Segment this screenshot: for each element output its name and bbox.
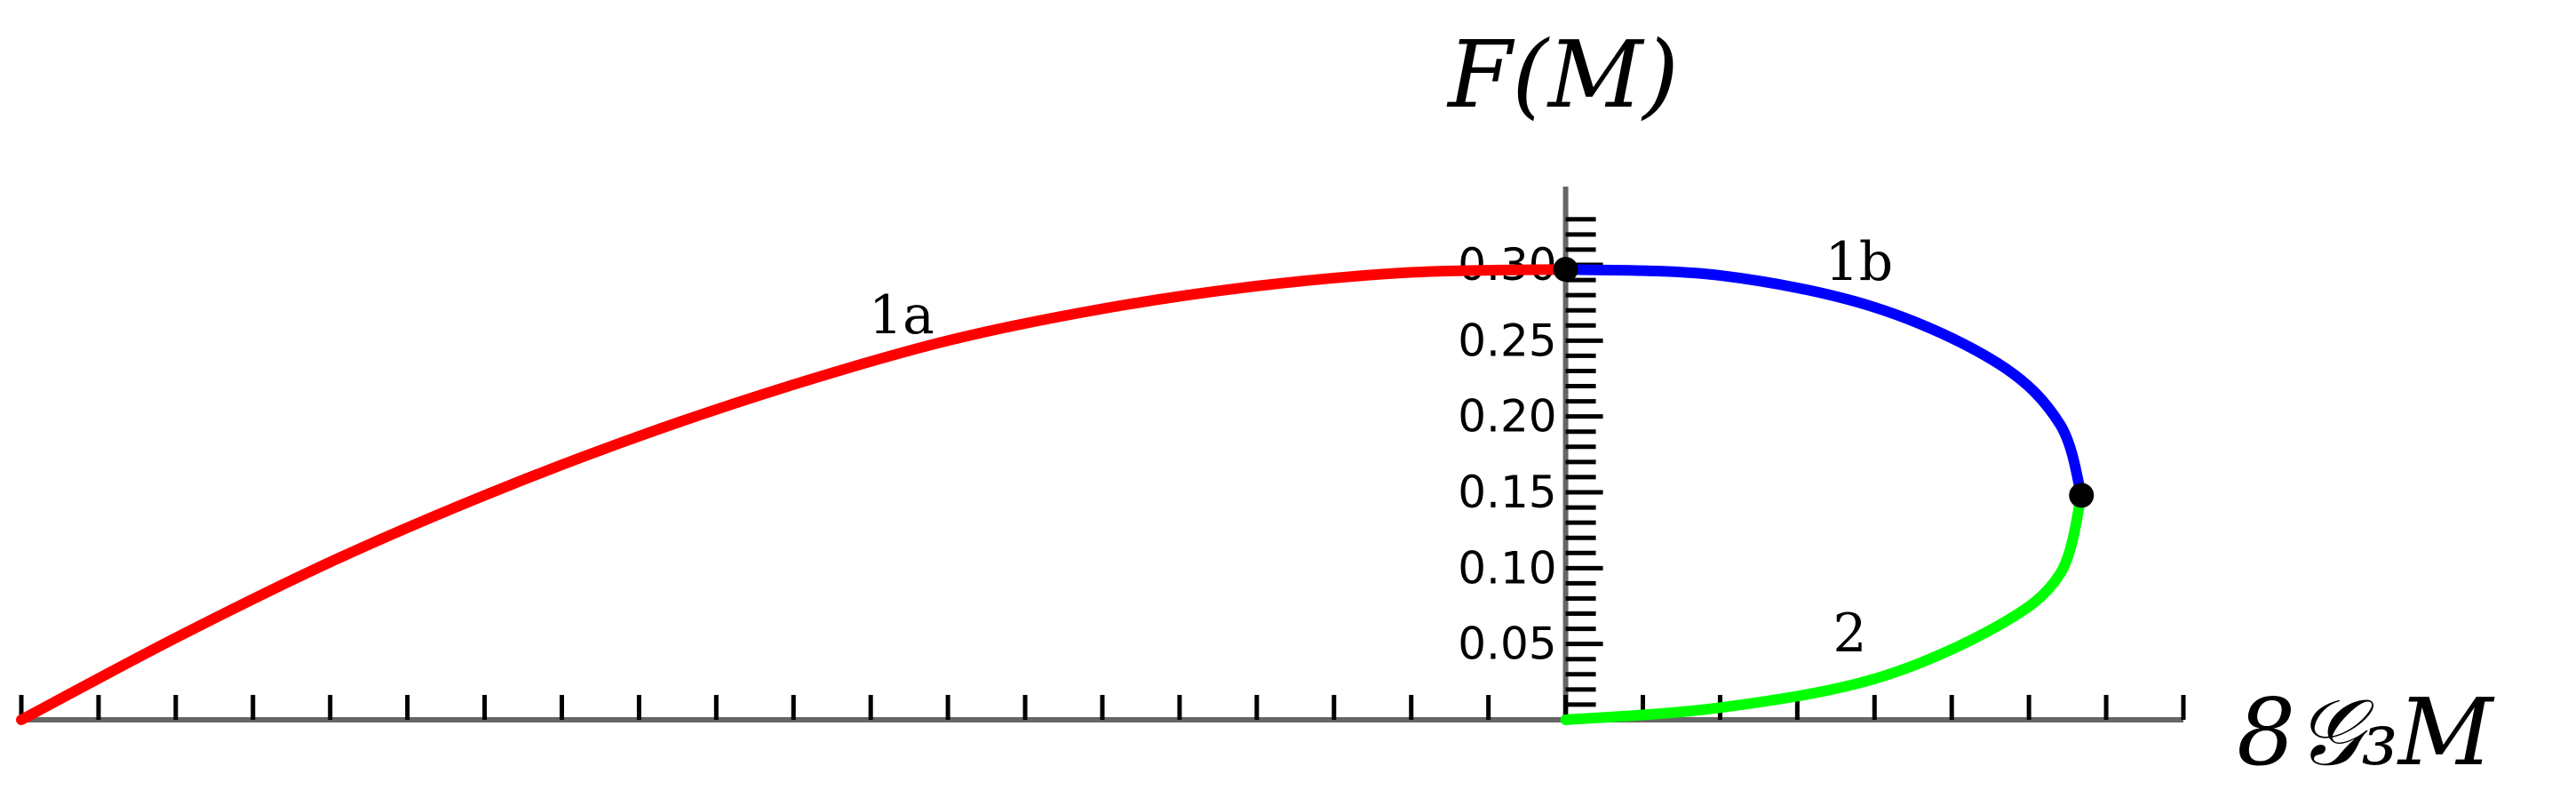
marked-point — [2069, 483, 2095, 508]
y-tick-label: 0.05 — [1458, 618, 1556, 670]
label-layer: 1a 1b 2 — [869, 231, 1893, 665]
series-1a-label: 1a — [869, 284, 934, 347]
y-axis-title: F(M) — [1446, 20, 1679, 129]
series-2-line — [1560, 490, 2087, 725]
y-tick-label: 0.15 — [1458, 467, 1556, 518]
marked-point — [1553, 257, 1578, 283]
y-tick-label: 0.25 — [1458, 315, 1556, 366]
y-tick-label: 0.10 — [1458, 542, 1556, 594]
x-ticks — [19, 695, 2186, 720]
series-layer — [16, 264, 2087, 725]
series-1a-line — [16, 264, 1571, 725]
series-1b-line — [1560, 264, 2087, 501]
series-1b-label: 1b — [1825, 231, 1894, 293]
series-2-label: 2 — [1833, 603, 1866, 665]
point-layer — [1553, 257, 2095, 508]
y-ticks: 0.050.100.150.200.250.30 — [1458, 217, 1603, 707]
x-axis-title: 8𝒢₃M — [2237, 678, 2495, 786]
y-tick-label: 0.20 — [1458, 391, 1556, 443]
